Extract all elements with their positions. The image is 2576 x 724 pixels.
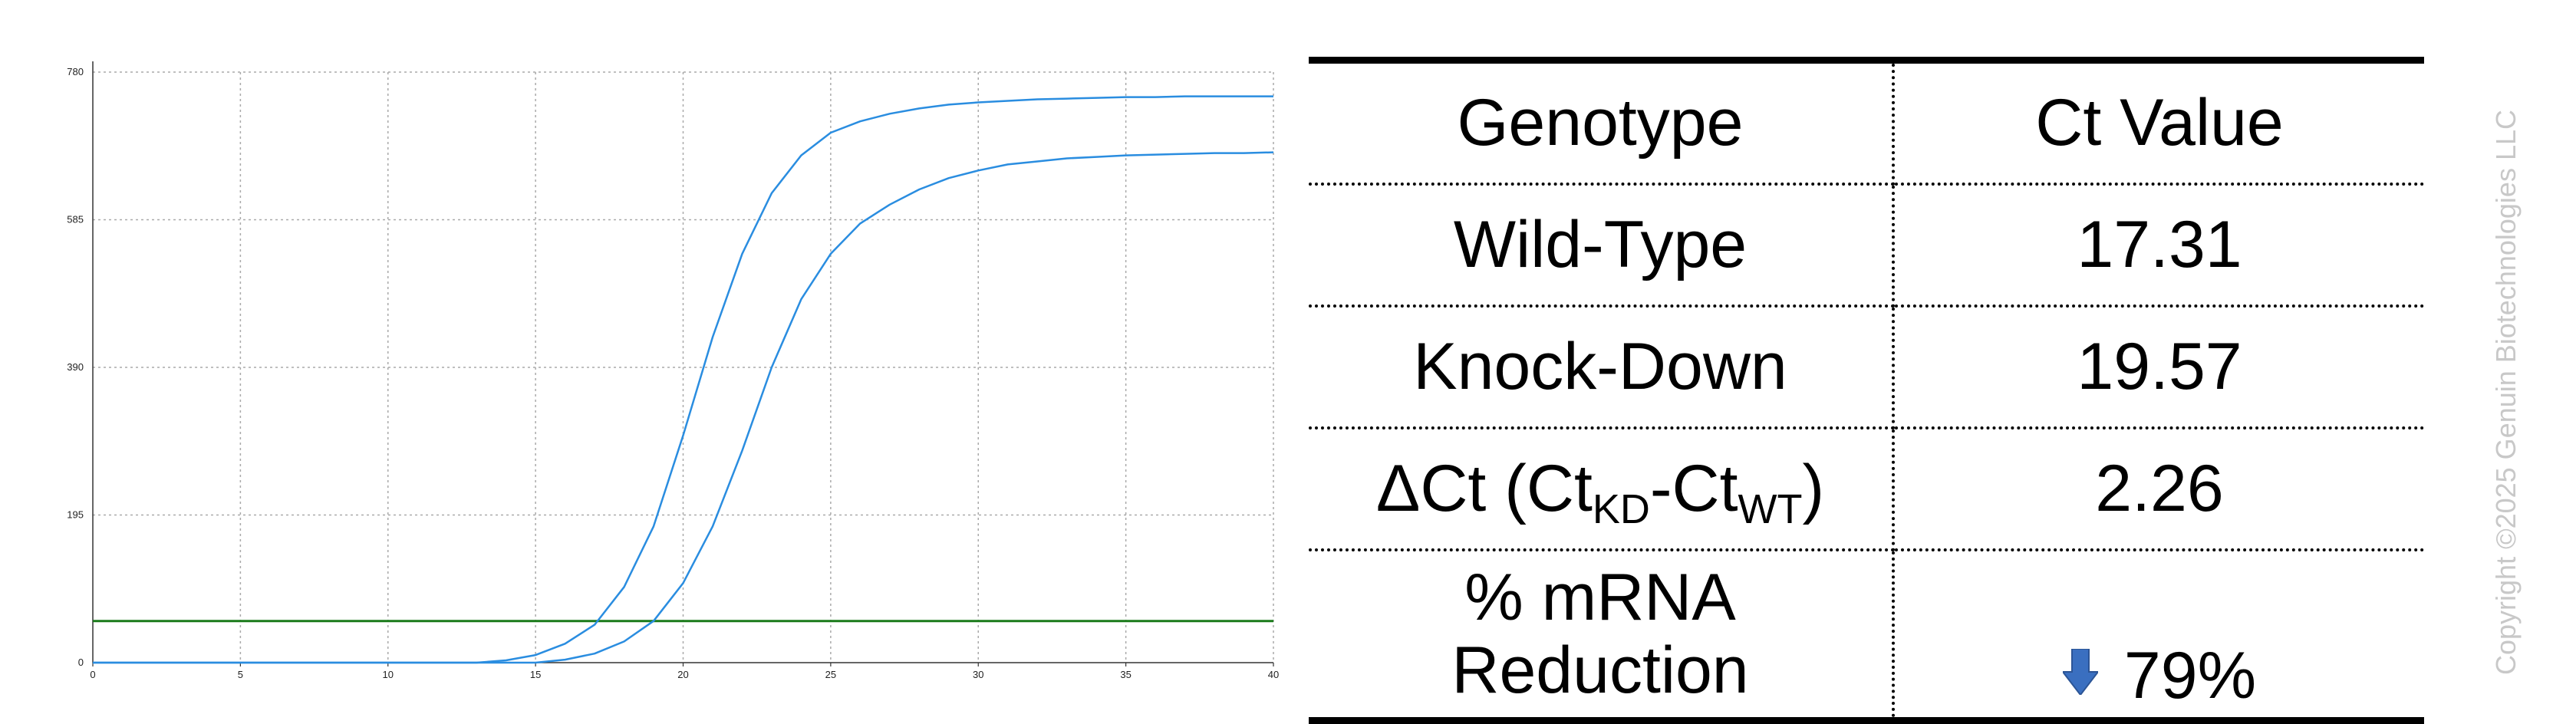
delta-sub-kd: KD <box>1592 486 1650 533</box>
x-tick-label: 20 <box>677 669 688 680</box>
reduction-label-line2: Reduction <box>1451 634 1749 707</box>
chart-grid <box>93 71 1274 663</box>
x-tick-label: 25 <box>825 669 836 680</box>
chart-curves <box>93 95 1274 664</box>
x-tick-label: 40 <box>1268 669 1279 680</box>
delta-dash: -Ct <box>1649 452 1738 526</box>
x-tick-label: 0 <box>90 669 95 680</box>
header-genotype: Genotype <box>1309 60 1895 186</box>
delta-prefix: ΔCt (Ct <box>1375 452 1593 526</box>
delta-ct-label: ΔCt (CtKD-CtWT) <box>1309 428 1895 551</box>
down-arrow-icon <box>2062 649 2098 696</box>
y-tick-label: 780 <box>67 66 84 77</box>
amplification-chart: 0 5 10 15 20 25 30 35 40 0 195 390 585 780 <box>67 61 1279 680</box>
row-value: 17.31 <box>1893 184 2424 308</box>
reduction-value-cell: 79% <box>1893 550 2424 721</box>
chart-ticks: 0 5 10 15 20 25 30 35 40 0 195 390 585 780 <box>67 66 1279 680</box>
x-tick-label: 35 <box>1120 669 1131 680</box>
table-row: Knock-Down 19.57 <box>1309 306 2424 429</box>
reduction-label-line1: % mRNA <box>1464 561 1736 635</box>
copyright-text: Copyright ©2025 Genuin Biotechnologies L… <box>2490 110 2522 675</box>
y-tick-label: 585 <box>67 214 84 225</box>
y-tick-label: 390 <box>67 361 84 373</box>
y-tick-label: 195 <box>67 509 84 521</box>
reduction-row: % mRNA Reduction 79% <box>1309 550 2424 721</box>
x-tick-label: 5 <box>238 669 243 680</box>
reduction-value: 79% <box>2123 639 2257 713</box>
ct-table: Genotype Ct Value Wild-Type 17.31 Knock-… <box>1309 57 2424 724</box>
row-value: 19.57 <box>1893 306 2424 429</box>
table-header-row: Genotype Ct Value <box>1309 60 2424 186</box>
header-ct-value: Ct Value <box>1893 60 2424 186</box>
row-label: Knock-Down <box>1309 306 1895 429</box>
y-tick-label: 0 <box>78 657 84 668</box>
x-tick-label: 15 <box>530 669 541 680</box>
x-tick-label: 30 <box>973 669 983 680</box>
amplification-curve-1 <box>93 95 1273 664</box>
delta-ct-row: ΔCt (CtKD-CtWT) 2.26 <box>1309 428 2424 551</box>
table-row: Wild-Type 17.31 <box>1309 184 2424 308</box>
reduction-label: % mRNA Reduction <box>1309 550 1895 721</box>
row-label: Wild-Type <box>1309 184 1895 308</box>
x-tick-label: 10 <box>383 669 394 680</box>
delta-suffix: ) <box>1802 452 1825 526</box>
amplification-curve-2 <box>93 151 1274 664</box>
delta-ct-value: 2.26 <box>1893 428 2424 551</box>
delta-sub-wt: WT <box>1738 486 1803 533</box>
